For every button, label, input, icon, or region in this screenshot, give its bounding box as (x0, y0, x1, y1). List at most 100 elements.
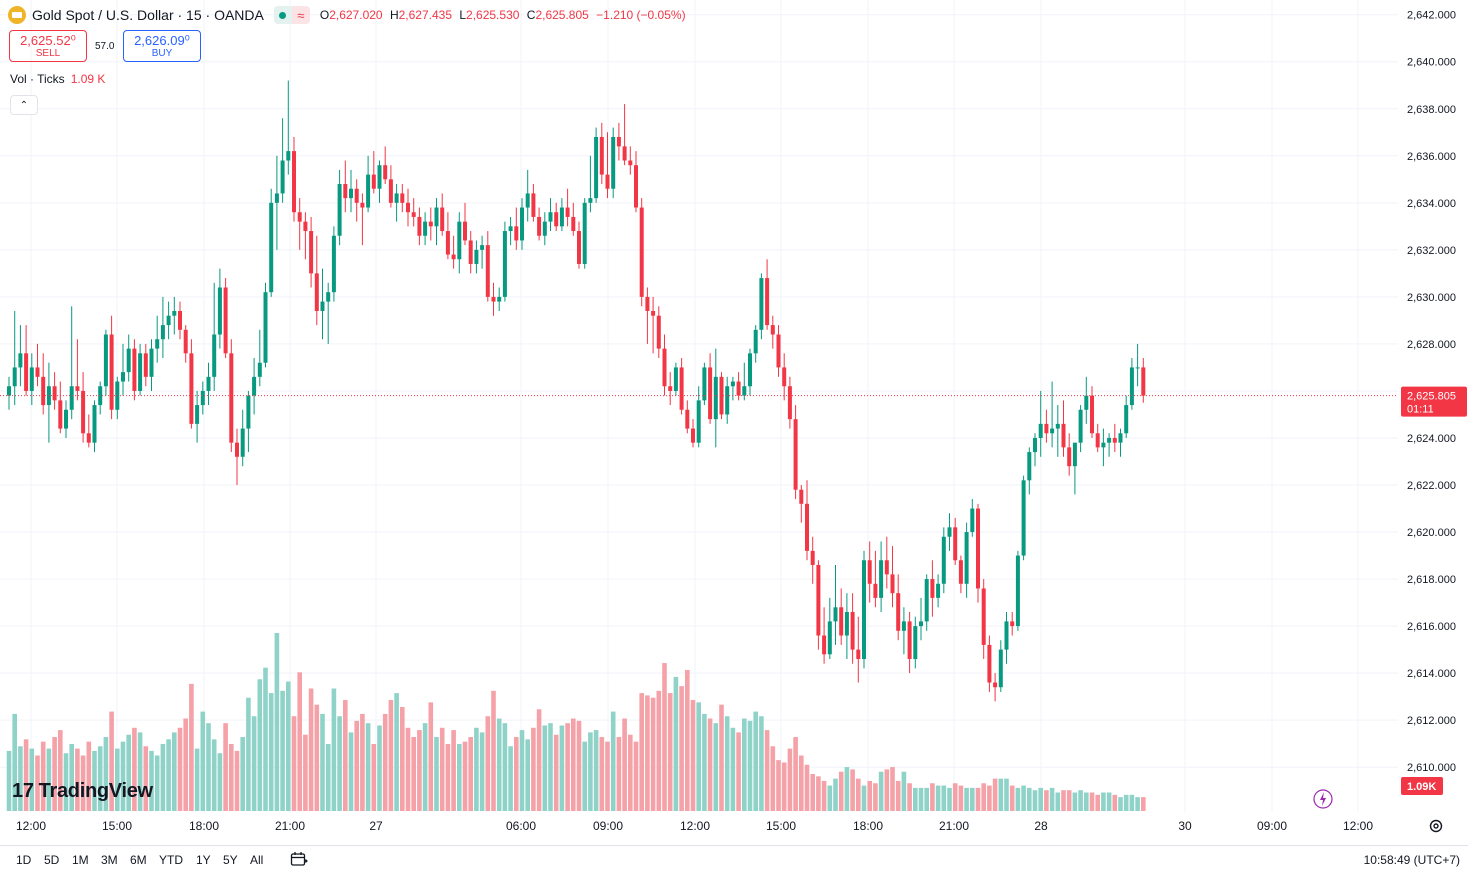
candle (964, 522, 969, 598)
volume-bar (354, 720, 359, 811)
volume-bar (1106, 792, 1112, 811)
timezone-clock[interactable]: 10:58:49 (UTC+7) (1363, 853, 1460, 867)
market-status-pill[interactable]: ≈ (273, 6, 310, 24)
volume-bar (325, 743, 331, 811)
candle-body (542, 221, 547, 236)
volume-bar (958, 785, 964, 811)
candle-body (229, 353, 234, 443)
price-tick-label: 2,632.000 (1407, 245, 1456, 257)
range-ytd-button[interactable]: YTD (159, 853, 183, 867)
volume-bar (337, 716, 342, 811)
symbol-title[interactable]: Gold Spot / U.S. Dollar · 15 · OANDA (32, 7, 264, 23)
candle (286, 80, 291, 175)
candle (947, 513, 952, 551)
lightning-icon[interactable] (1313, 789, 1333, 809)
candle-body (195, 405, 200, 424)
candle (924, 574, 929, 631)
range-5y-button[interactable]: 5Y (223, 853, 238, 867)
range-1d-button[interactable]: 1D (16, 853, 32, 867)
volume-bar (918, 787, 924, 811)
ohlc-change-value: −1.210 (−0.05%) (596, 8, 686, 22)
range-1y-button[interactable]: 1Y (196, 853, 211, 867)
volume-bar (633, 741, 639, 811)
price-tick-label: 2,616.000 (1407, 621, 1456, 633)
candle-body (1015, 555, 1020, 627)
range-5d-button[interactable]: 5D (44, 853, 60, 867)
candle-body (981, 588, 986, 645)
candle-body (217, 287, 222, 335)
time-axis[interactable]: 12:00 15:00 18:00 21:00 27 06:00 09:00 12:00 15:… (0, 812, 1468, 845)
price-axis[interactable]: 2,642.000 2,640.000 2,638.000 2,636.000 2,63… (1313, 0, 1468, 845)
candle-body (1090, 395, 1094, 434)
candle-body (1072, 442, 1077, 467)
candle-body (1101, 442, 1106, 448)
tradingview-logo[interactable]: 17 TradingView (12, 780, 153, 803)
candle-body (1141, 367, 1146, 396)
candle (46, 362, 51, 443)
ohlc-high-value: 2,627.435 (398, 8, 452, 22)
candle (702, 362, 707, 406)
volume-bar (514, 737, 519, 811)
candle-body (337, 184, 342, 236)
volume-bar (457, 743, 462, 811)
candle (594, 127, 599, 203)
volume-bar (149, 750, 154, 811)
gear-icon[interactable] (1428, 818, 1444, 834)
candle (958, 555, 963, 594)
candle (434, 198, 439, 246)
volume-bar (348, 732, 354, 811)
candle-body (1038, 423, 1043, 438)
volume-bar (400, 706, 405, 811)
range-all-button[interactable]: All (250, 853, 264, 867)
candle (217, 268, 222, 349)
candle (155, 315, 160, 363)
sell-price: 2,625.52⁰ (20, 32, 76, 48)
candle (360, 193, 365, 246)
candle (1084, 376, 1089, 424)
candle-body (725, 386, 730, 415)
candle (856, 616, 861, 683)
volume-bar (502, 723, 508, 811)
candle-body (7, 386, 11, 396)
volume-bar (576, 720, 582, 811)
candle (805, 480, 809, 561)
price-tick-label: 2,640.000 (1407, 57, 1456, 69)
range-6m-button[interactable]: 6M (130, 853, 147, 867)
candle (890, 546, 895, 608)
volume-bar (411, 737, 416, 811)
candle (1118, 428, 1123, 457)
candle-body (138, 353, 143, 391)
candle (1061, 400, 1066, 457)
candle (451, 235, 456, 269)
volume-legend[interactable]: Vol · Ticks 1.09 K (10, 72, 105, 86)
candle (953, 517, 958, 565)
ohlc-close-key: C (526, 8, 536, 22)
volume-bar (394, 693, 399, 811)
candles (7, 80, 1146, 702)
collapse-legend-button[interactable]: ⌃ (10, 95, 38, 115)
time-tick-label: 09:00 (593, 819, 623, 833)
candle-body (793, 419, 798, 490)
volume-bar (234, 750, 240, 811)
candle (103, 329, 108, 396)
ohlc-open-key: O (319, 8, 330, 22)
candle (1112, 423, 1117, 453)
calendar-goto-icon[interactable] (290, 851, 308, 867)
candle-body (1033, 437, 1037, 453)
buy-button[interactable]: 2,626.09⁰ BUY (123, 30, 201, 62)
candle-body (708, 367, 713, 420)
candle-body (816, 564, 821, 636)
approx-data-icon: ≈ (291, 6, 310, 24)
candle-body (132, 348, 137, 391)
candle-body (160, 325, 165, 340)
volume-bar (274, 633, 280, 811)
candle (913, 616, 918, 669)
volume-bar (907, 783, 912, 811)
sell-button[interactable]: 2,625.52⁰ SELL (9, 30, 87, 62)
range-1m-button[interactable]: 1M (72, 853, 89, 867)
candle-body (599, 136, 604, 175)
range-3m-button[interactable]: 3M (101, 853, 118, 867)
volume-bar (799, 755, 804, 811)
gold-symbol-icon[interactable] (8, 6, 26, 24)
